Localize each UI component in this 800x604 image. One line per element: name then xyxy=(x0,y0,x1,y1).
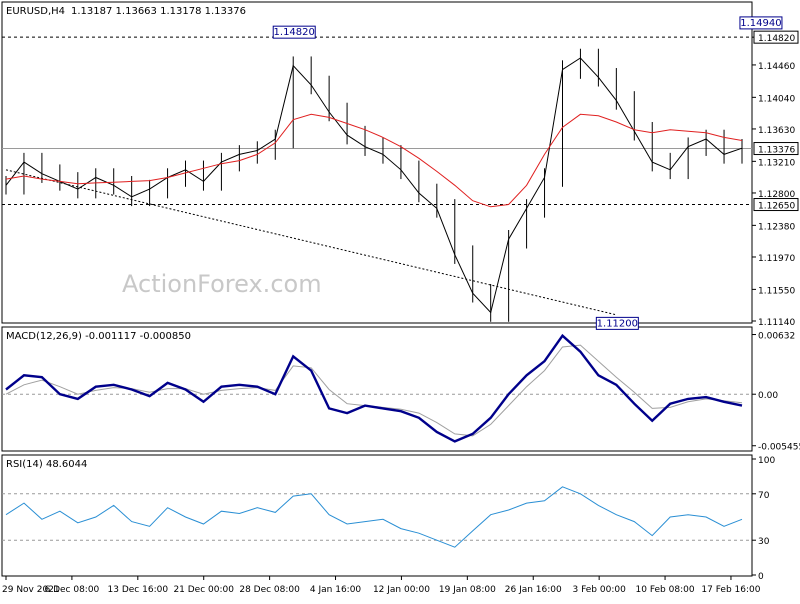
price-close-line xyxy=(5,57,743,314)
axes-layer: 1.14820 1.14460 1.14040 1.13630 1.13210 1.128… xyxy=(2,30,800,595)
x-tick-label: 19 Jan 08:00 xyxy=(439,585,496,595)
resistance-price-tag-label: 1.14820 xyxy=(758,34,795,44)
x-tick-label: 13 Dec 16:00 xyxy=(108,585,169,595)
current-price-label: 1.13376 xyxy=(758,146,795,156)
x-tick-label: 21 Dec 00:00 xyxy=(173,585,234,595)
x-tick-label: 10 Feb 08:00 xyxy=(636,585,695,595)
rsi-panel-title: RSI(14) 48.6044 xyxy=(6,459,87,470)
price-annotation: 1.14820 xyxy=(272,25,316,39)
price-annotation-box xyxy=(272,25,316,39)
price-y-tick-label: 1.12800 xyxy=(758,190,795,200)
x-tick-label: 3 Feb 00:00 xyxy=(572,585,626,595)
price-panel-title: EURUSD,H4 1.13187 1.13663 1.13178 1.13376 xyxy=(6,6,246,17)
price-annotation-box xyxy=(595,316,639,330)
price-y-tick-label: 1.14040 xyxy=(758,94,795,104)
rsi-y-tick-label: 70 xyxy=(758,491,770,501)
price-y-tick-label: 1.11970 xyxy=(758,254,795,264)
price-annotation-label: 1.11200 xyxy=(597,318,638,329)
price-annotation: 1.11200 xyxy=(595,316,639,330)
price-annotation: 1.14940 xyxy=(739,16,783,30)
price-y-tick-label: 1.14460 xyxy=(758,62,795,72)
x-tick-label: 29 Nov 2021 xyxy=(2,585,60,595)
x-tick-label: 4 Jan 16:00 xyxy=(310,585,362,595)
macd-main-line xyxy=(5,333,743,443)
support-price-tag-label: 1.12650 xyxy=(758,202,795,212)
support-price-tag xyxy=(753,198,799,212)
x-tick-label: 26 Jan 16:00 xyxy=(505,585,562,595)
rsi-y-tick-label: 100 xyxy=(758,456,775,466)
rsi-y-tick-label: 30 xyxy=(758,537,770,547)
macd-signal-line xyxy=(5,344,743,437)
price-layer: 1.14820 1.14940 1.11200 xyxy=(2,16,783,330)
price-y-tick-label: 1.11140 xyxy=(758,318,795,328)
x-tick-label: 6 Dec 08:00 xyxy=(44,585,99,595)
price-annotation-label: 1.14940 xyxy=(740,18,781,29)
price-y-tick-label: 1.11550 xyxy=(758,286,795,296)
price-annotation-box xyxy=(739,16,783,30)
macd-y-tick-label: -0.005455 xyxy=(758,443,800,453)
current-price-tag xyxy=(753,142,799,156)
price-annotation-label: 1.14820 xyxy=(274,27,315,38)
price-y-tick-label: 1.13630 xyxy=(758,126,795,136)
x-tick-label: 28 Dec 08:00 xyxy=(239,585,300,595)
trendline xyxy=(5,169,617,316)
x-tick-label: 12 Jan 00:00 xyxy=(373,585,430,595)
rsi-layer xyxy=(2,486,752,548)
rsi-y-tick-label: 0 xyxy=(758,572,764,582)
macd-y-tick-label: 0.00632 xyxy=(758,332,795,342)
macd-y-tick-label: 0.00 xyxy=(758,391,778,401)
price-y-tick-label: 1.12380 xyxy=(758,222,795,232)
rsi-line xyxy=(5,486,743,548)
watermark: ActionForex.com xyxy=(122,270,322,298)
x-tick-label: 17 Feb 16:00 xyxy=(701,585,760,595)
price-y-tick-label: 1.13210 xyxy=(758,158,795,168)
price-panel-frame xyxy=(1,1,753,324)
macd-layer xyxy=(2,333,752,443)
macd-panel-frame xyxy=(1,326,753,452)
resistance-price-tag xyxy=(753,30,799,44)
macd-panel-title: MACD(12,26,9) -0.001117 -0.000850 xyxy=(6,331,191,342)
rsi-panel-frame xyxy=(1,454,753,577)
moving-average-line xyxy=(5,113,743,208)
